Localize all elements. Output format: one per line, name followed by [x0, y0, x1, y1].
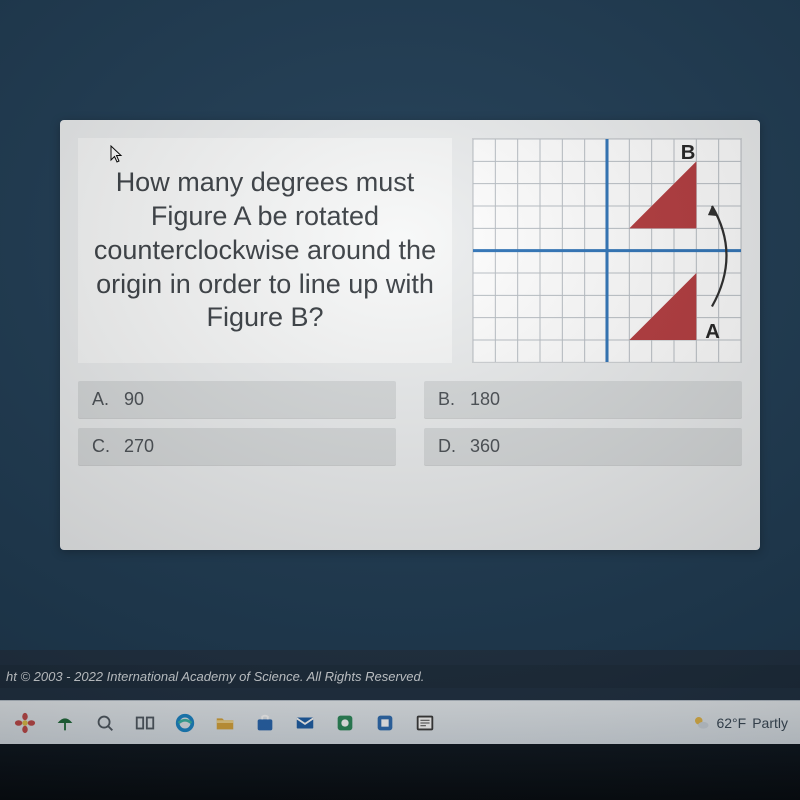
app-green-icon[interactable] — [328, 708, 362, 738]
answer-letter: A. — [92, 389, 114, 410]
weather-widget[interactable]: 62°F Partly — [692, 714, 792, 732]
taskbar: 62°F Partly — [0, 700, 800, 744]
answer-text: 360 — [470, 436, 500, 457]
weather-icon — [692, 714, 710, 732]
answer-letter: B. — [438, 389, 460, 410]
umbrella-icon[interactable] — [48, 708, 82, 738]
quiz-panel: How many degrees must Figure A be rotate… — [60, 120, 760, 550]
task-view-icon[interactable] — [128, 708, 162, 738]
mail-icon[interactable] — [288, 708, 322, 738]
answer-option-d[interactable]: D. 360 — [424, 428, 742, 465]
news-icon[interactable] — [408, 708, 442, 738]
grid-svg: BA — [473, 139, 741, 362]
desktop: How many degrees must Figure A be rotate… — [0, 0, 800, 800]
answer-option-b[interactable]: B. 180 — [424, 381, 742, 418]
quiz-window: How many degrees must Figure A be rotate… — [0, 0, 800, 650]
question-box: How many degrees must Figure A be rotate… — [78, 138, 452, 363]
answer-option-a[interactable]: A. 90 — [78, 381, 396, 418]
edge-icon[interactable] — [168, 708, 202, 738]
monitor-bezel — [0, 744, 800, 800]
answer-letter: D. — [438, 436, 460, 457]
store-icon[interactable] — [248, 708, 282, 738]
search-icon[interactable] — [88, 708, 122, 738]
copyright-footer: ht © 2003 - 2022 International Academy o… — [0, 665, 800, 688]
flower-icon[interactable] — [8, 708, 42, 738]
answer-text: 90 — [124, 389, 144, 410]
svg-text:B: B — [681, 142, 696, 164]
answer-option-c[interactable]: C. 270 — [78, 428, 396, 465]
cursor-icon — [110, 145, 124, 165]
weather-cond: Partly — [752, 715, 788, 731]
file-explorer-icon[interactable] — [208, 708, 242, 738]
figure-diagram: BA — [472, 138, 742, 363]
answer-text: 180 — [470, 389, 500, 410]
taskbar-apps — [8, 708, 442, 738]
answer-text: 270 — [124, 436, 154, 457]
weather-temp: 62°F — [716, 715, 746, 731]
answer-grid: A. 90 B. 180 C. 270 D. 360 — [78, 381, 742, 465]
app-blue-icon[interactable] — [368, 708, 402, 738]
answer-letter: C. — [92, 436, 114, 457]
question-text: How many degrees must Figure A be rotate… — [92, 166, 438, 335]
svg-text:A: A — [705, 321, 720, 343]
